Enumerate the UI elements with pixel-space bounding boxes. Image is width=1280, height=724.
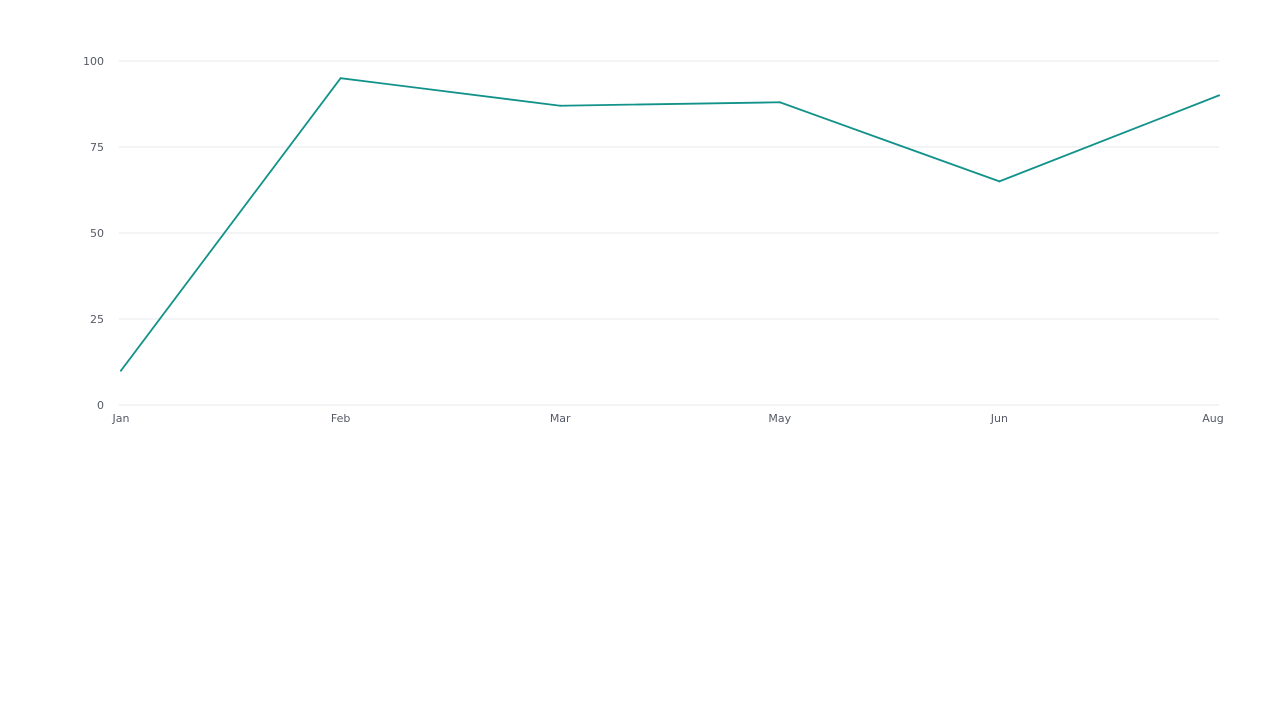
grid bbox=[119, 60, 1219, 406]
y-tick-label: 0 bbox=[97, 399, 104, 412]
data-point bbox=[778, 101, 781, 104]
y-axis: 0 25 50 75 100 bbox=[83, 55, 104, 412]
y-tick-label: 25 bbox=[90, 313, 104, 326]
y-tick-label: 75 bbox=[90, 141, 104, 154]
x-tick-label: Mar bbox=[550, 412, 571, 425]
x-axis: Jan Feb Mar May Jun Aug bbox=[112, 412, 1224, 425]
x-tick-label: May bbox=[768, 412, 791, 425]
data-point bbox=[339, 77, 342, 80]
x-tick-label: Feb bbox=[331, 412, 350, 425]
data-point bbox=[120, 369, 122, 372]
x-tick-label: Aug bbox=[1202, 412, 1223, 425]
data-point bbox=[1218, 94, 1220, 97]
series-line bbox=[120, 77, 1220, 372]
x-tick-label: Jan bbox=[112, 412, 130, 425]
y-tick-label: 100 bbox=[83, 55, 104, 68]
x-tick-label: Jun bbox=[990, 412, 1008, 425]
data-point bbox=[559, 104, 562, 107]
data-point bbox=[998, 180, 1001, 183]
y-tick-label: 50 bbox=[90, 227, 104, 240]
series-layer bbox=[120, 77, 1220, 372]
